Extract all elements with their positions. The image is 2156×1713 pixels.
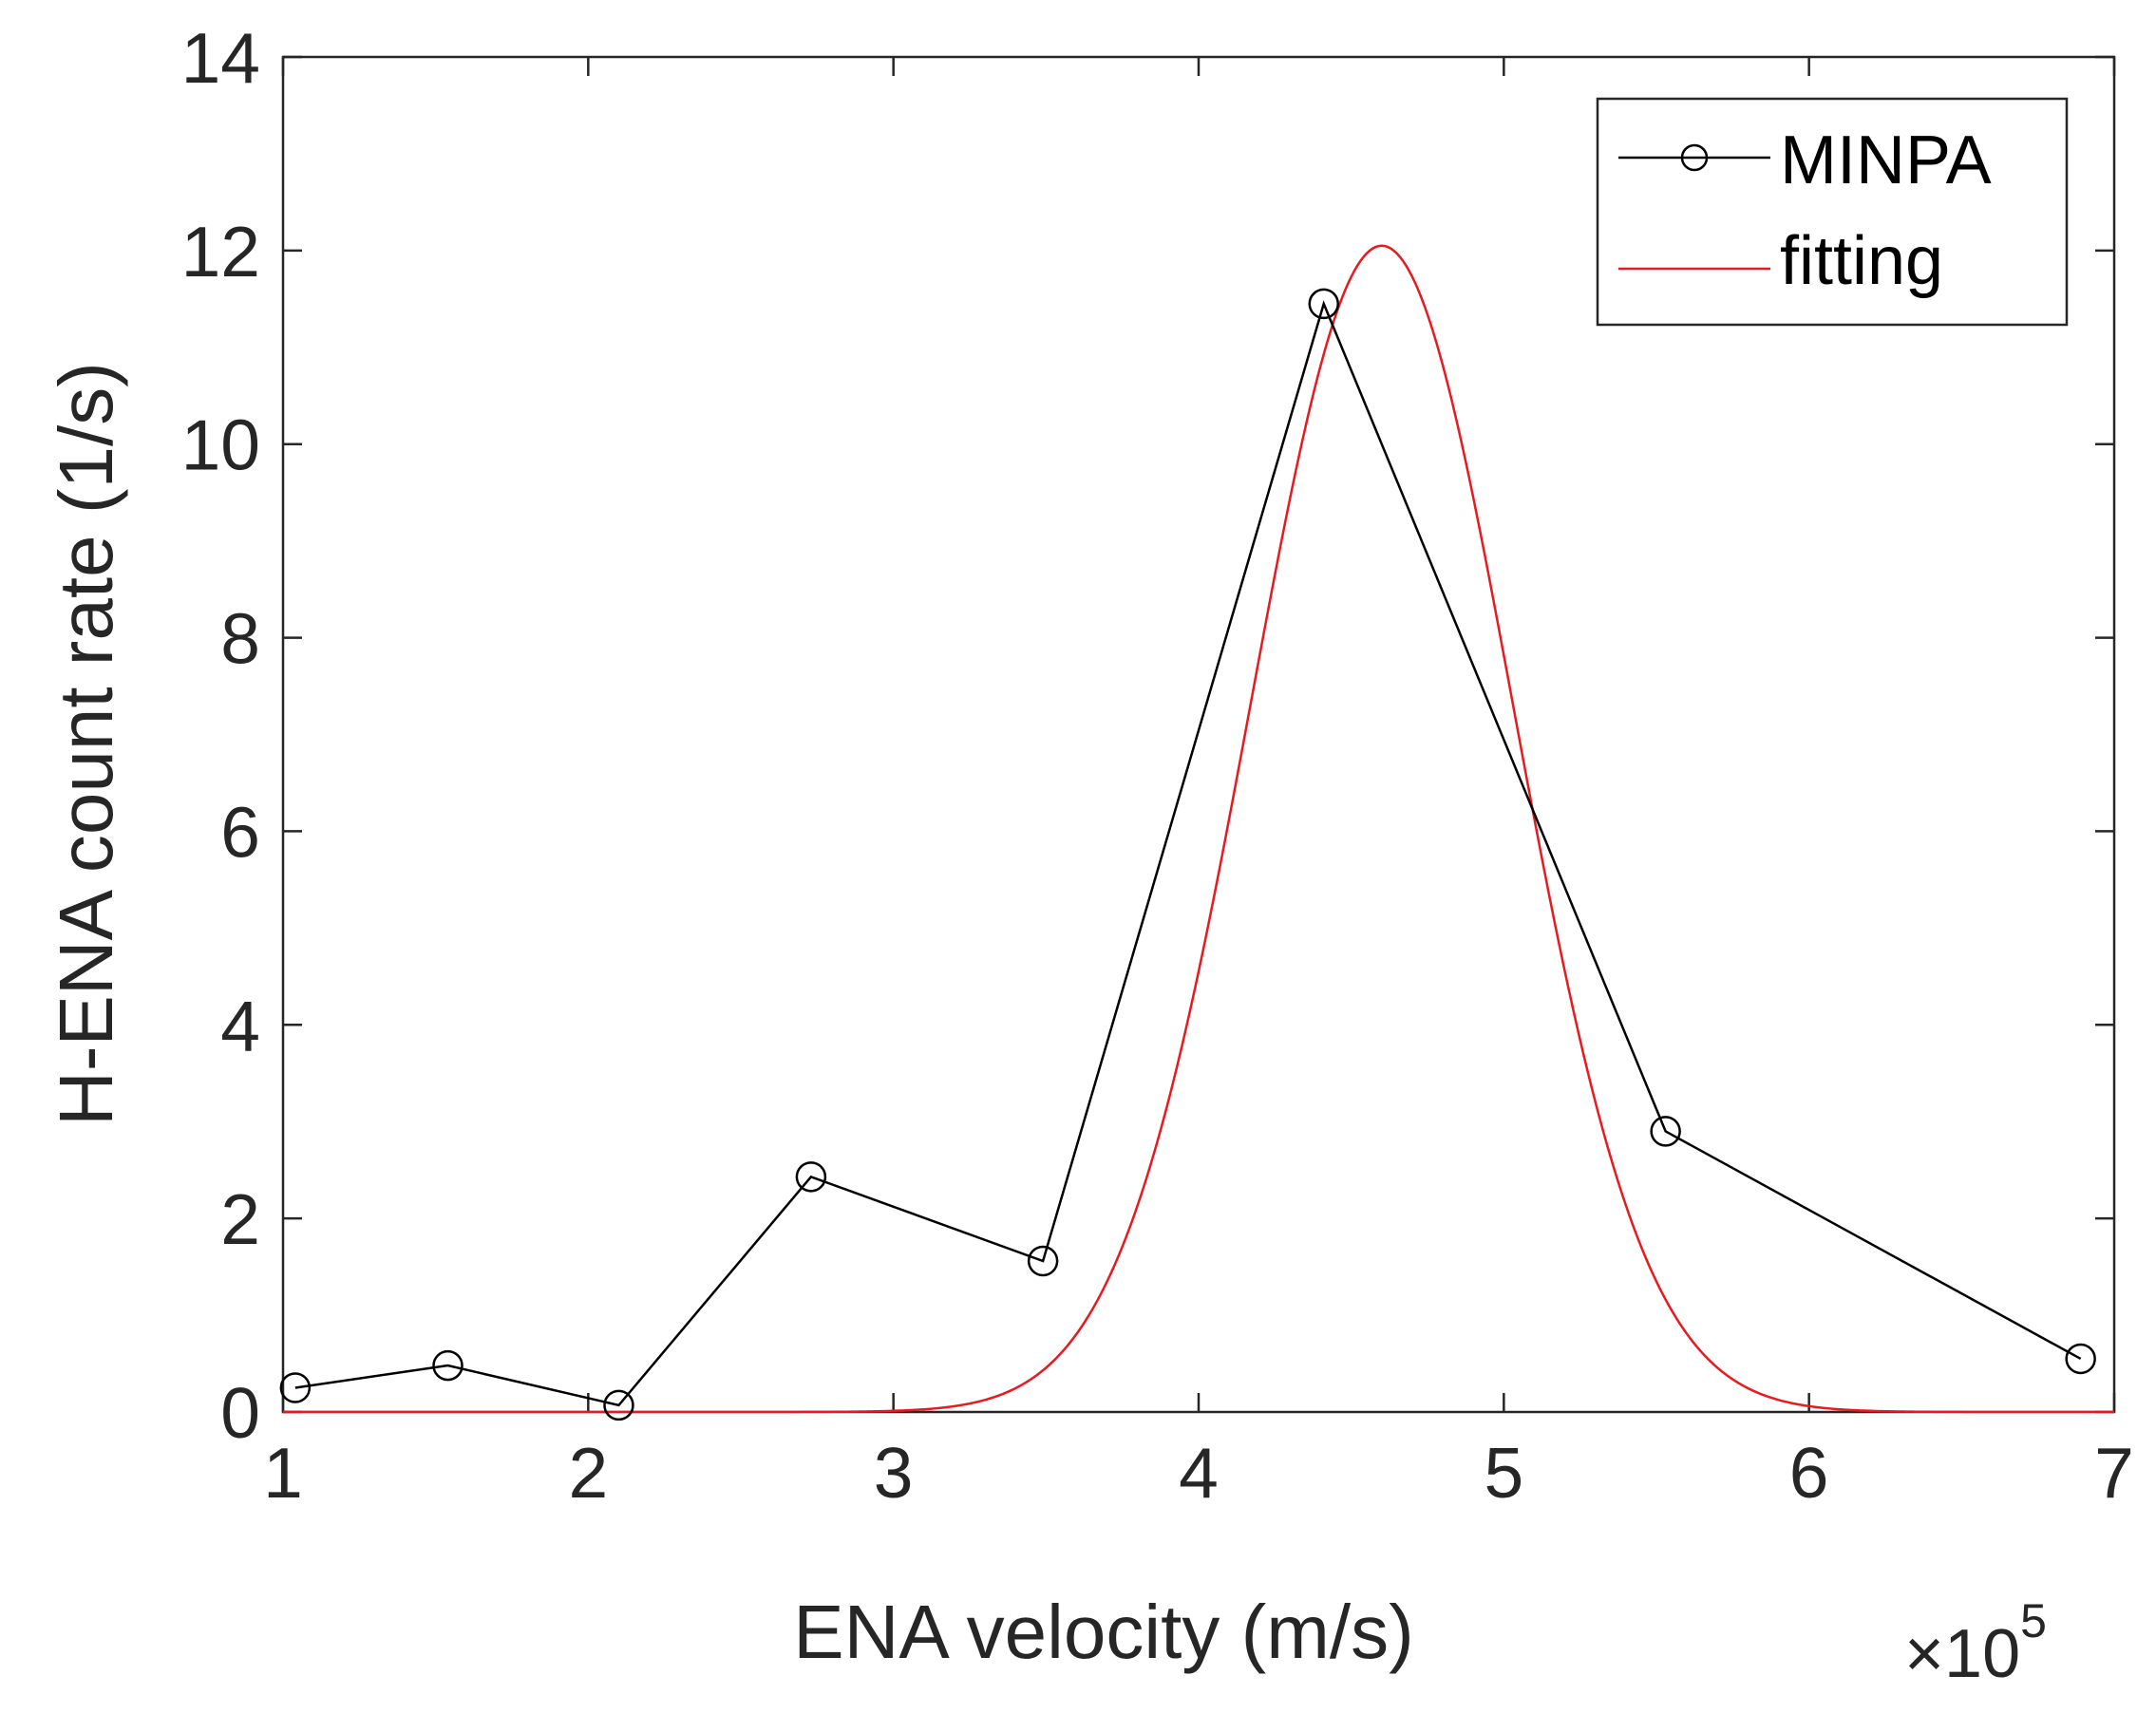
series-minpa-marker — [279, 1372, 312, 1403]
x-tick-label: 7 — [2094, 1433, 2134, 1513]
x-axis-label: ENA velocity (m/s) — [793, 1590, 1413, 1674]
series-minpa-marker — [795, 1161, 827, 1193]
series-minpa-line — [294, 300, 2082, 1407]
y-tick-label: 2 — [220, 1179, 260, 1259]
x-axis-multiplier-base: ×10 — [1904, 1616, 2020, 1692]
y-tick-label: 6 — [220, 792, 260, 872]
y-tick-label: 14 — [181, 18, 260, 98]
y-axis-label: H-ENA count rate (1/s) — [44, 362, 128, 1126]
y-tick-label: 0 — [220, 1373, 260, 1453]
legend-label-fitting: fitting — [1780, 223, 1943, 299]
series-minpa-marker — [603, 1389, 634, 1421]
x-tick-label: 2 — [568, 1433, 608, 1513]
y-tick-label: 8 — [220, 599, 260, 679]
series-fitting-curve — [283, 244, 2114, 1414]
x-tick-label: 1 — [263, 1433, 303, 1513]
y-tick-label: 4 — [220, 986, 260, 1065]
series-minpa-marker — [1027, 1245, 1059, 1277]
series-minpa-marker — [2065, 1343, 2096, 1375]
series-layer — [279, 244, 2114, 1421]
x-axis-multiplier-exponent: 5 — [2020, 1594, 2047, 1647]
legend-label-minpa: MINPA — [1780, 122, 1992, 198]
x-tick-label: 6 — [1789, 1433, 1829, 1513]
legend-box — [1596, 97, 2069, 327]
series-minpa-marker — [432, 1349, 463, 1382]
x-tick-label: 5 — [1484, 1433, 1523, 1513]
y-tick-label: 12 — [181, 212, 260, 292]
legend: MINPA fitting — [1596, 97, 2069, 327]
x-axis-multiplier: ×105 — [1904, 1594, 2047, 1692]
series-minpa-marker — [1308, 288, 1339, 320]
series-minpa-marker — [1650, 1116, 1681, 1147]
x-tick-label: 3 — [874, 1433, 914, 1513]
y-tick-label: 10 — [181, 405, 260, 485]
x-tick-label: 4 — [1179, 1433, 1219, 1513]
legend-marker-minpa — [1680, 143, 1709, 172]
